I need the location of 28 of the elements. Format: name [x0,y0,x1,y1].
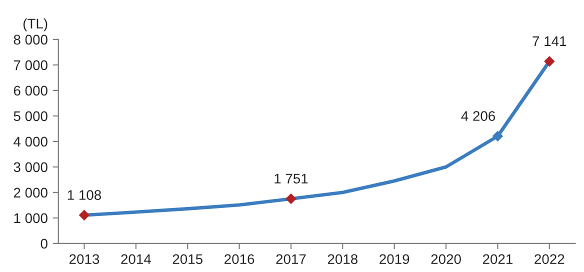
point [286,193,296,204]
x-tick-label: 2013 [69,254,100,264]
x-tick-label: 2022 [534,254,564,264]
y-tick-label: 3 000 [14,162,48,172]
data-label: 4 206 [461,111,496,121]
point [492,130,504,142]
y-tick-label: 5 000 [14,111,48,122]
x-tick-label: 2020 [431,254,461,264]
point [78,210,90,221]
x-tick-label: 2017 [276,254,306,264]
y-tick-label: 1 000 [14,213,48,224]
data-label: 1 751 [274,174,308,184]
y-tick-label: 6 000 [14,86,48,96]
y-axis-title: (TL) [23,18,48,32]
x-tick-label: 2016 [224,254,254,264]
x-tick-label: 2014 [121,254,151,264]
data-label: 1 108 [68,190,102,200]
x-tick-label: 2019 [380,254,410,264]
data-label: 7 141 [532,36,566,46]
y-tick-label: 8 000 [14,34,48,45]
y-tick-label: 4 000 [14,136,48,147]
x-tick-label: 2015 [172,254,202,264]
y-tick-label: 0 [40,238,48,249]
x-tick-label: 2018 [328,254,358,264]
y-tick-label: 2 000 [14,188,48,198]
point [544,56,555,67]
x-tick-label: 2021 [482,254,512,264]
y-tick-label: 7 000 [14,60,48,70]
